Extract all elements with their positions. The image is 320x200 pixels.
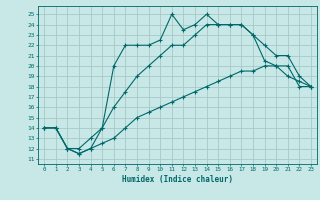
X-axis label: Humidex (Indice chaleur): Humidex (Indice chaleur): [122, 175, 233, 184]
